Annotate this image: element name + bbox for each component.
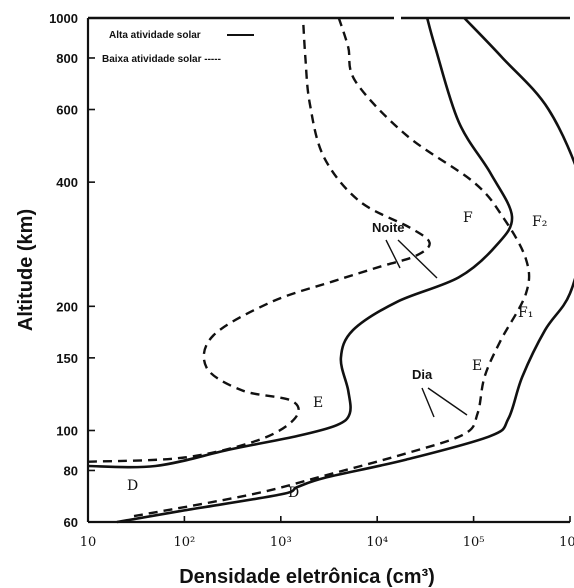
dia-arrow-1 <box>421 387 435 418</box>
plot-frame <box>86 16 570 524</box>
day-high-activity-curve <box>116 17 574 524</box>
legend-label-alta: Alta atividade solar <box>109 30 201 41</box>
y-axis-ticks: 60 80 100 150 200 400 600 800 1000 <box>49 11 95 530</box>
y-tick-label: 600 <box>56 103 78 118</box>
layer-label-e-day: E <box>472 358 482 374</box>
layer-label-d-night: D <box>127 478 138 494</box>
annotation-noite: Noite <box>372 220 405 235</box>
x-tick-label: 10⁶ <box>559 535 574 550</box>
x-axis-label: Densidade eletrônica (cm³) <box>179 566 435 588</box>
night-high-activity-curve <box>87 17 514 469</box>
x-tick-label: 10² <box>174 535 196 550</box>
layer-label-f1: F₁ <box>518 305 533 321</box>
legend-label-baixa: Baixa atividade solar ----- <box>102 54 221 65</box>
layer-label-f2: F₂ <box>532 214 547 230</box>
x-axis-ticks: 10 10² 10³ 10⁴ 10⁵ 10⁶ <box>80 516 574 550</box>
y-tick-label: 60 <box>64 515 78 530</box>
y-axis-label: Altitude (km) <box>15 209 37 331</box>
x-tick-label: 10³ <box>270 535 292 550</box>
y-tick-label: 400 <box>56 175 78 190</box>
series-layer <box>87 17 574 524</box>
day-low-activity-curve <box>133 17 531 518</box>
x-tick-label: 10⁴ <box>366 535 388 550</box>
x-tick-label: 10⁵ <box>463 535 485 550</box>
x-tick-label: 10 <box>80 535 97 550</box>
annotations: Noite Dia D D E E F F₁ F₂ <box>127 210 547 501</box>
layer-label-e-night: E <box>313 395 323 411</box>
noite-arrow-1 <box>385 239 401 269</box>
legend: Alta atividade solar Baixa atividade sol… <box>102 30 254 65</box>
y-tick-label: 1000 <box>49 11 78 26</box>
y-tick-label: 200 <box>56 299 78 314</box>
night-low-activity-curve <box>87 17 431 463</box>
dia-arrow-2 <box>427 387 468 416</box>
y-tick-label: 80 <box>64 463 78 478</box>
y-tick-label: 800 <box>56 51 78 66</box>
annotation-dia: Dia <box>412 367 433 382</box>
layer-label-f-night: F <box>463 210 473 226</box>
y-tick-label: 150 <box>56 351 78 366</box>
y-tick-label: 100 <box>56 423 78 438</box>
layer-label-d-day: D <box>288 485 299 501</box>
noite-arrow-2 <box>397 239 438 279</box>
